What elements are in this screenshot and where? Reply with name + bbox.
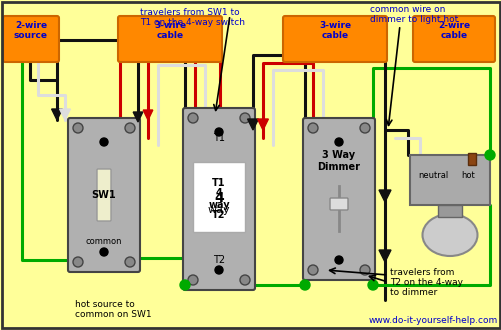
Text: common: common — [86, 238, 122, 247]
Text: 2-wire: 2-wire — [437, 20, 469, 29]
Circle shape — [359, 123, 369, 133]
Ellipse shape — [422, 214, 476, 256]
Circle shape — [100, 138, 108, 146]
Text: 4: 4 — [215, 188, 222, 199]
Circle shape — [125, 257, 135, 267]
Text: T1 on the 4-way switch: T1 on the 4-way switch — [140, 18, 244, 27]
Circle shape — [73, 123, 83, 133]
Text: 2-wire: 2-wire — [15, 20, 47, 29]
Text: Dimmer: Dimmer — [317, 162, 360, 172]
Text: source: source — [14, 31, 48, 41]
Text: T2: T2 — [212, 255, 224, 265]
FancyBboxPatch shape — [118, 16, 221, 62]
Text: 3-wire: 3-wire — [318, 20, 350, 29]
FancyBboxPatch shape — [329, 198, 347, 210]
Polygon shape — [133, 112, 142, 122]
Text: dimmer to light hot: dimmer to light hot — [369, 15, 457, 24]
Text: to dimmer: to dimmer — [389, 288, 436, 297]
Polygon shape — [52, 109, 62, 120]
FancyBboxPatch shape — [303, 118, 374, 280]
Polygon shape — [378, 250, 390, 262]
Text: travelers from: travelers from — [389, 268, 453, 277]
FancyBboxPatch shape — [283, 16, 386, 62]
Text: cable: cable — [321, 31, 348, 41]
Circle shape — [239, 113, 249, 123]
Text: www.do-it-yourself-help.com: www.do-it-yourself-help.com — [368, 316, 497, 325]
FancyBboxPatch shape — [183, 108, 255, 290]
Text: T1: T1 — [212, 178, 225, 187]
Text: common wire on: common wire on — [369, 5, 444, 14]
Text: T2: T2 — [212, 211, 225, 220]
Text: 4: 4 — [214, 191, 223, 205]
Circle shape — [334, 256, 342, 264]
Circle shape — [308, 265, 317, 275]
Bar — [192, 162, 244, 232]
Text: 3 Way: 3 Way — [322, 150, 355, 160]
Bar — [467, 153, 475, 165]
Text: travelers from SW1 to: travelers from SW1 to — [140, 8, 239, 17]
Circle shape — [239, 275, 249, 285]
FancyBboxPatch shape — [97, 169, 111, 221]
Text: cable: cable — [439, 31, 466, 41]
Circle shape — [300, 280, 310, 290]
Text: way: way — [208, 200, 229, 210]
Circle shape — [100, 248, 108, 256]
Polygon shape — [378, 190, 390, 202]
FancyBboxPatch shape — [3, 16, 59, 62]
Circle shape — [367, 280, 377, 290]
Text: T1: T1 — [212, 133, 224, 143]
Circle shape — [308, 123, 317, 133]
Circle shape — [180, 280, 189, 290]
Polygon shape — [143, 110, 152, 120]
Text: common on SW1: common on SW1 — [75, 310, 151, 319]
Text: hot source to: hot source to — [75, 300, 134, 309]
Polygon shape — [247, 119, 258, 130]
Bar — [409, 155, 489, 205]
Text: neutral: neutral — [417, 171, 447, 180]
FancyBboxPatch shape — [412, 16, 494, 62]
Text: T2 on the 4-way: T2 on the 4-way — [389, 278, 462, 287]
Text: 3-wire: 3-wire — [154, 20, 186, 29]
Bar — [437, 205, 461, 217]
Polygon shape — [257, 119, 268, 130]
Text: SW1: SW1 — [92, 190, 116, 200]
Circle shape — [188, 275, 197, 285]
Circle shape — [214, 128, 222, 136]
Circle shape — [484, 150, 494, 160]
Text: cable: cable — [156, 31, 183, 41]
FancyBboxPatch shape — [68, 118, 140, 272]
Circle shape — [359, 265, 369, 275]
Circle shape — [214, 266, 222, 274]
Circle shape — [334, 138, 342, 146]
Text: hot: hot — [460, 171, 474, 180]
Polygon shape — [60, 109, 70, 120]
Text: way: way — [207, 205, 230, 215]
Circle shape — [188, 113, 197, 123]
Circle shape — [125, 123, 135, 133]
Circle shape — [73, 257, 83, 267]
